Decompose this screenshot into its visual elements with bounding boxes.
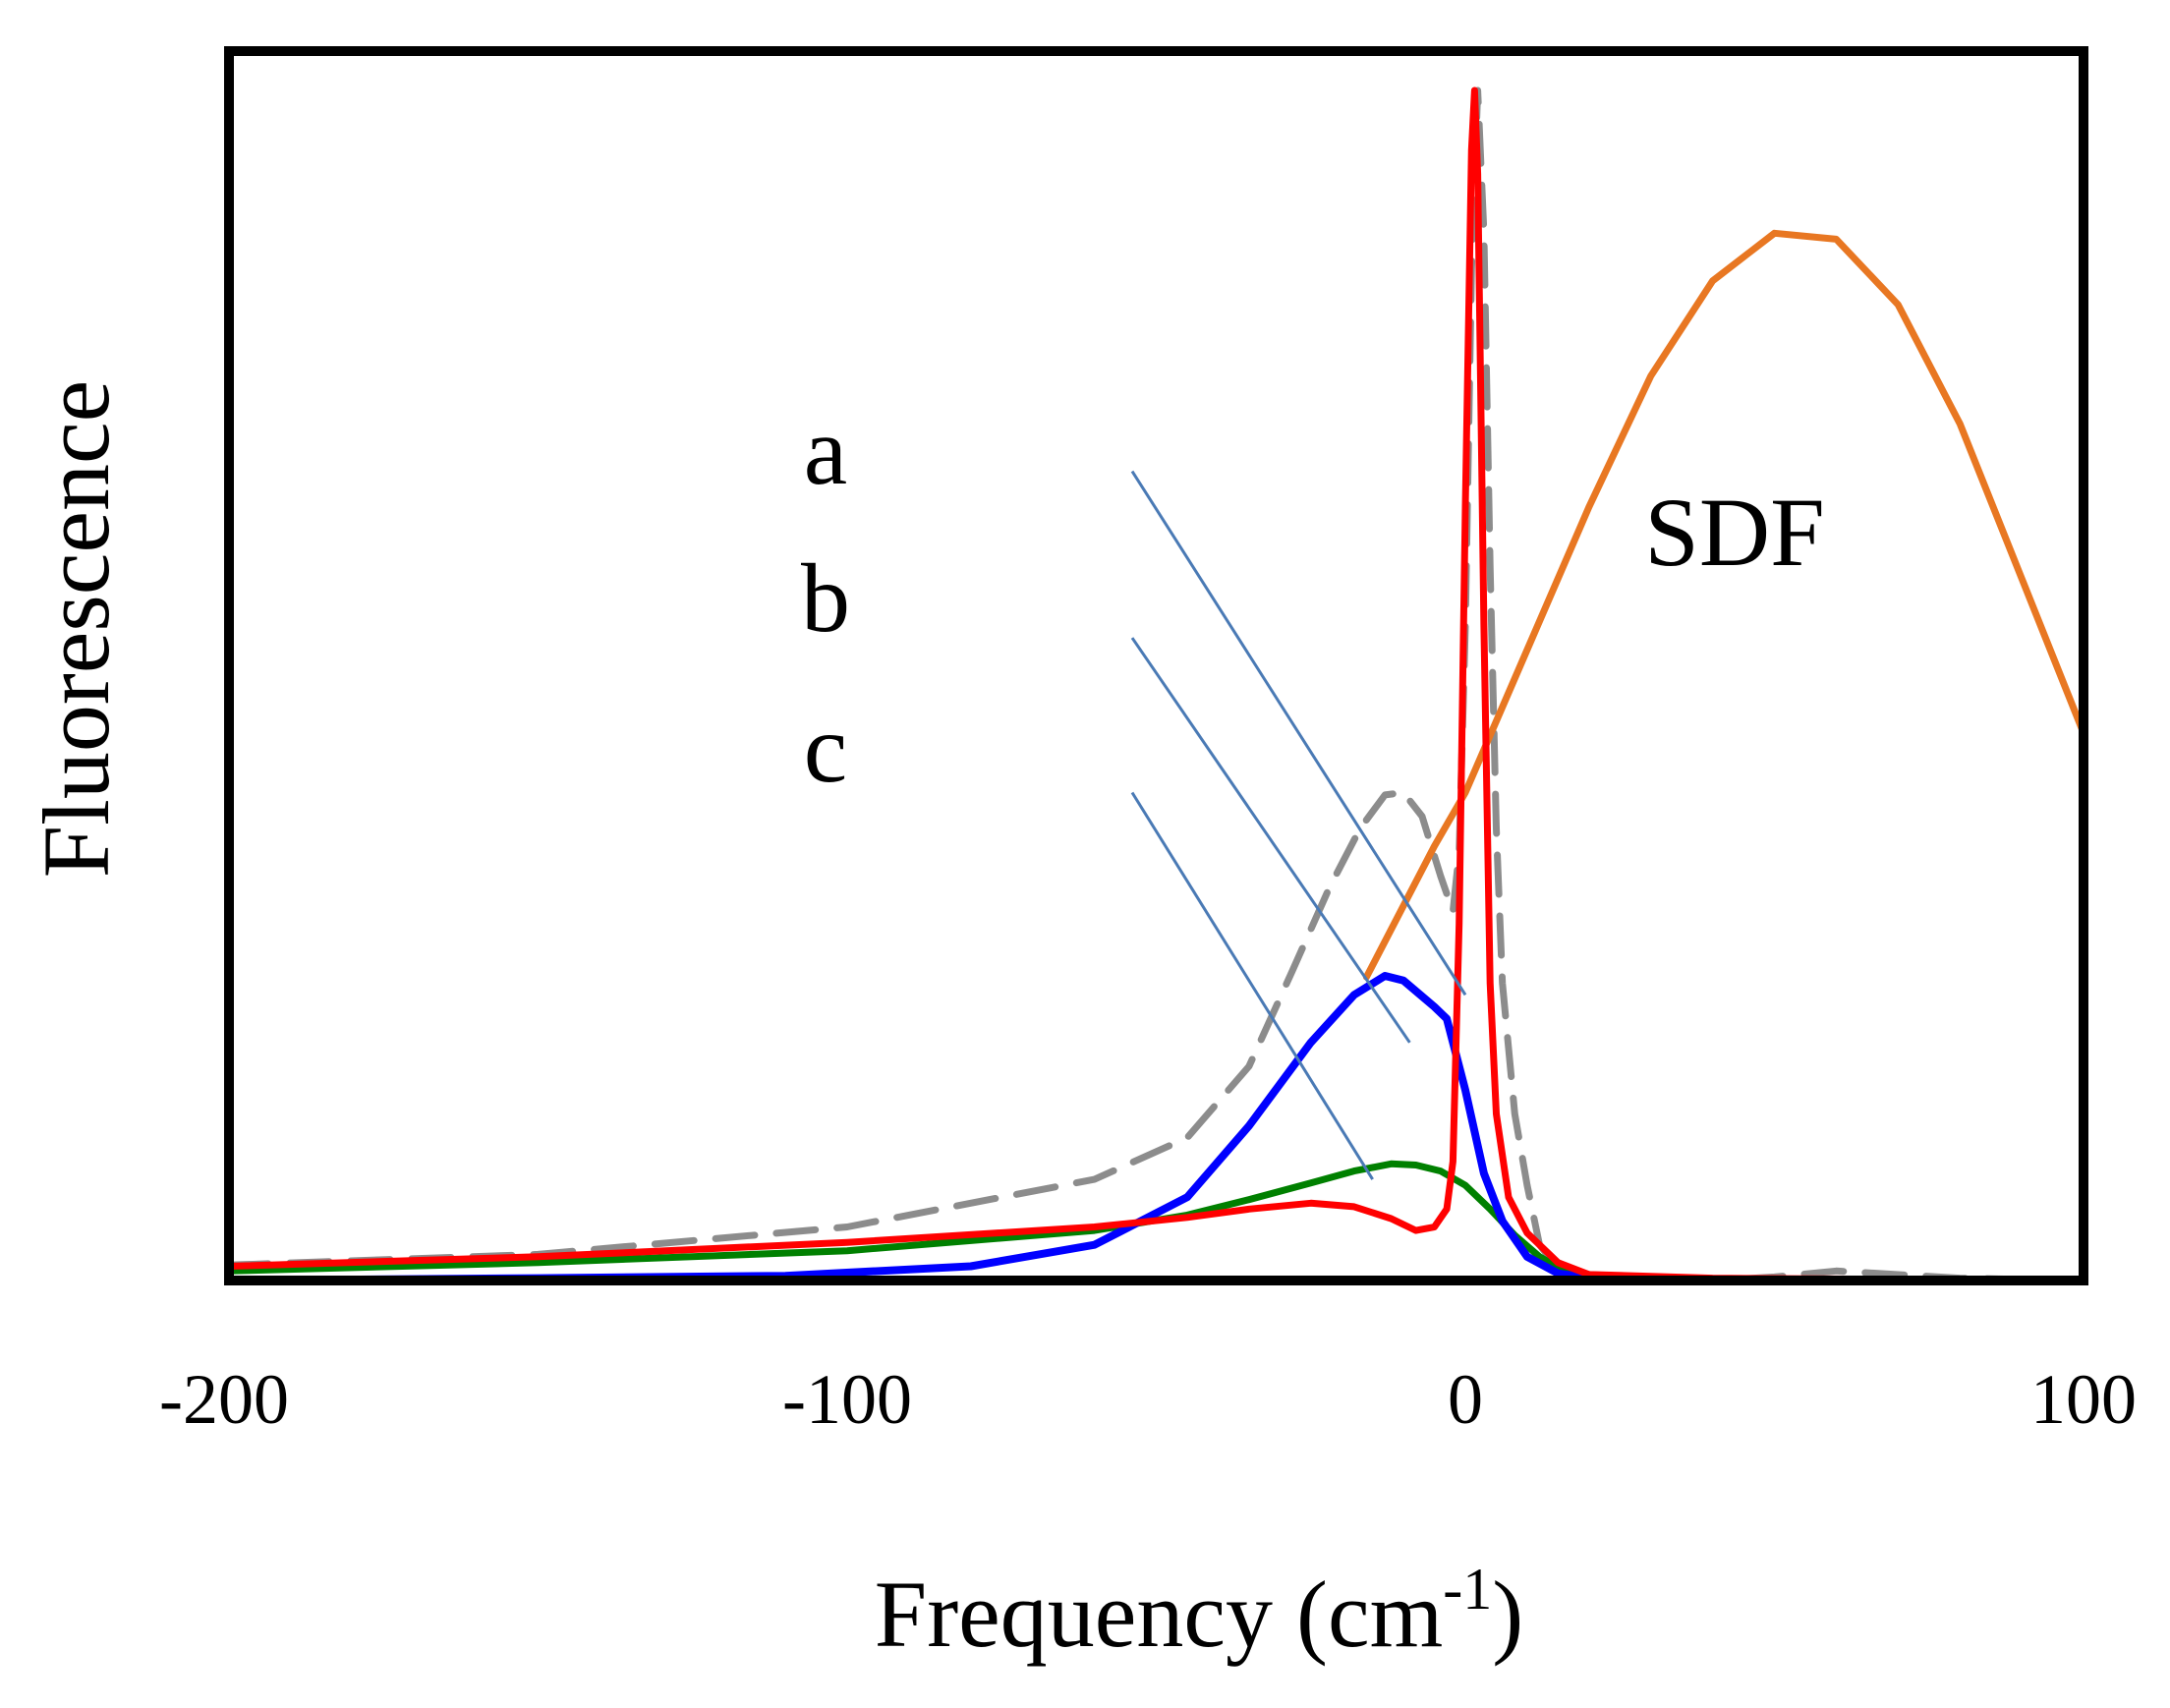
label-sdf: SDF <box>1644 478 1824 587</box>
pointer-a <box>1130 470 1467 996</box>
pointer-b <box>1130 637 1411 1044</box>
curve-labels: abc SDF <box>801 396 1825 803</box>
y-axis-title: Fluorescence <box>24 380 129 878</box>
x-tick-label: 100 <box>2030 1360 2137 1439</box>
label-b: b <box>801 543 850 653</box>
x-axis-title: Frequency (cm-1) <box>875 1557 1523 1667</box>
plot-frame <box>224 46 2088 1285</box>
series-a-line <box>225 86 2087 1284</box>
x-axis-title-close: ) <box>1492 1562 1523 1667</box>
series-sdf-line <box>1362 229 2087 981</box>
label-a: a <box>804 396 847 505</box>
series-b-line <box>225 972 2087 1284</box>
series-layer <box>225 86 2087 1284</box>
label-c: c <box>804 694 847 803</box>
pointer-c <box>1130 791 1374 1180</box>
x-tick-label: 0 <box>1448 1360 1483 1439</box>
x-tick-label: -200 <box>159 1360 289 1439</box>
x-axis-title-main: Frequency (cm <box>875 1562 1443 1667</box>
x-tick-label: -100 <box>782 1360 912 1439</box>
x-axis-title-superscript: -1 <box>1443 1557 1492 1622</box>
x-tick-labels: -200 -100 0 100 <box>159 1360 2137 1439</box>
annotation-pointers <box>1130 470 1467 1180</box>
